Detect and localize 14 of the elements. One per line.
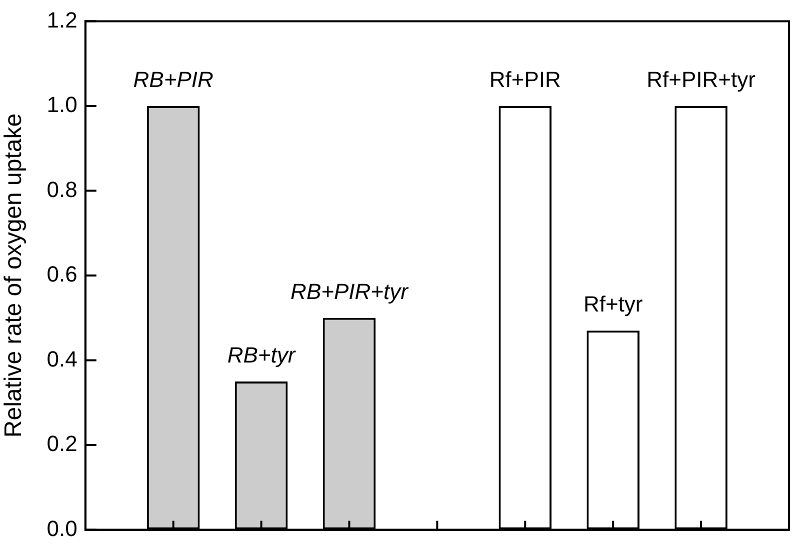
y-tick-label: 0.4 <box>46 346 78 372</box>
y-tick-label: 0.6 <box>46 262 78 287</box>
x-tick-label: Rf+PIR+tyr <box>646 67 756 92</box>
y-tick-label: 0.2 <box>46 431 78 456</box>
y-axis-title: Relative rate of oxygen uptake <box>0 113 28 438</box>
x-tick-label: RB+PIR+tyr <box>290 279 410 304</box>
x-tick-label: RB+PIR <box>133 67 214 92</box>
x-tick-label: Rf+PIR <box>489 67 561 92</box>
x-tick-label: Rf+tyr <box>583 292 643 317</box>
y-tick-label: 0.8 <box>46 176 78 202</box>
y-tick-label: 0.0 <box>46 516 78 541</box>
y-tick-label: 1.0 <box>46 92 78 118</box>
x-tick-label: RB+tyr <box>227 342 297 368</box>
y-tick-label: 1.2 <box>46 7 78 32</box>
